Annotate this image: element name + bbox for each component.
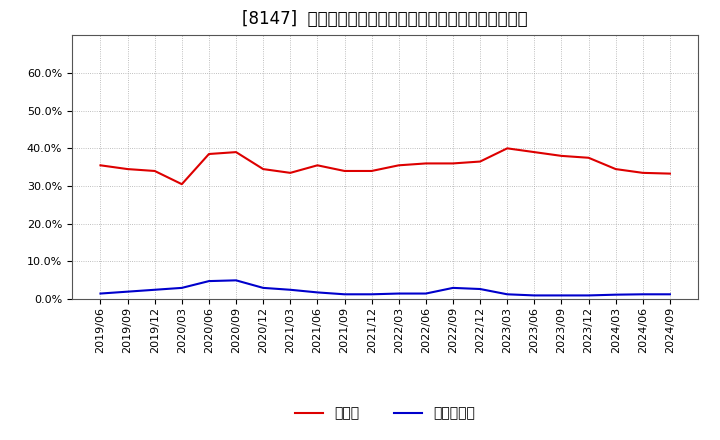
現領金 [367,169,376,174]
有利子負債 [96,291,105,296]
有利子負債 [530,293,539,298]
現領金 [557,153,566,158]
有利子負債 [449,285,457,290]
現領金 [96,163,105,168]
現領金 [150,169,159,174]
有利子負債 [584,293,593,298]
Legend: 現領金, 有利子負債: 現領金, 有利子負債 [295,407,475,421]
現領金 [611,166,620,172]
現領金 [286,170,294,176]
有利子負債 [259,285,268,290]
有利子負債 [557,293,566,298]
有利子負債 [476,286,485,292]
有利子負債 [150,287,159,293]
有利子負債 [204,279,213,284]
現領金 [476,159,485,164]
Line: 現領金: 現領金 [101,148,670,184]
有利子負債 [503,292,511,297]
Line: 有利子負債: 有利子負債 [101,280,670,295]
有利子負債 [123,289,132,294]
現領金 [259,166,268,172]
Title: [8147]  現領金、有利子負債の総資産に対する比率の推移: [8147] 現領金、有利子負債の総資産に対する比率の推移 [243,10,528,28]
有利子負債 [286,287,294,293]
現領金 [123,166,132,172]
有利子負債 [421,291,430,296]
有利子負債 [232,278,240,283]
現領金 [584,155,593,161]
有利子負債 [178,285,186,290]
有利子負債 [639,292,647,297]
現領金 [341,169,349,174]
有利子負債 [395,291,403,296]
現領金 [449,161,457,166]
現領金 [178,182,186,187]
現領金 [232,150,240,155]
現領金 [503,146,511,151]
有利子負債 [665,292,674,297]
有利子負債 [341,292,349,297]
有利子負債 [313,290,322,295]
現領金 [665,171,674,176]
現領金 [530,150,539,155]
現領金 [204,151,213,157]
有利子負債 [611,292,620,297]
現領金 [313,163,322,168]
現領金 [395,163,403,168]
現領金 [639,170,647,176]
現領金 [421,161,430,166]
有利子負債 [367,292,376,297]
